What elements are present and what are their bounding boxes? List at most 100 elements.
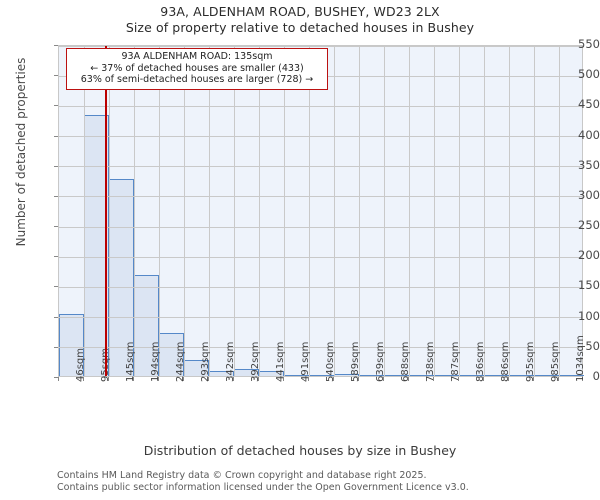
gridline-horizontal [59,317,582,319]
y-axis-tick-mark [54,256,58,258]
y-axis-tick-mark [54,286,58,288]
gridline-vertical [384,46,385,376]
gridline-horizontal [59,286,582,288]
gridline-vertical [259,46,260,376]
x-axis-tick-mark [233,377,234,381]
gridline-vertical [334,46,335,376]
x-axis-tick-mark [83,377,84,381]
x-axis-tick-mark [483,377,484,381]
y-axis-tick-mark [54,377,58,378]
y-axis-tick-label: 0 [592,369,600,383]
gridline-vertical [459,46,460,376]
x-axis-tick-mark [508,377,509,381]
x-axis-tick-mark [208,377,209,381]
gridline-vertical [409,46,410,376]
chart-subtitle: Size of property relative to detached ho… [125,20,475,35]
x-axis-tick-label: 1034sqm [574,335,586,382]
y-axis-tick-mark [54,105,58,107]
footer-line-2: Contains public sector information licen… [57,481,469,493]
gridline-vertical [109,46,110,376]
x-axis-tick-mark [258,377,259,381]
footer-line-1: Contains HM Land Registry data © Crown c… [57,470,427,481]
gridline-vertical [84,46,85,376]
annotation-line-2: ← 37% of detached houses are smaller (43… [90,62,304,74]
x-axis-tick-label: 639sqm [374,341,386,382]
x-axis-tick-mark [158,377,159,381]
y-axis-tick-mark [54,226,58,228]
gridline-vertical [184,46,185,376]
gridline-vertical [509,46,510,376]
x-axis-tick-label: 491sqm [299,341,311,382]
y-axis-tick-mark [54,45,58,46]
x-axis-tick-mark [533,377,534,381]
x-axis-tick-label: 293sqm [199,341,211,382]
y-axis-tick-mark [54,135,58,137]
y-axis-tick-mark [54,165,58,167]
y-axis-tick-label: 250 [578,218,600,233]
y-axis-tick-mark [54,346,58,348]
gridline-vertical [434,46,435,376]
x-axis-tick-mark [108,377,109,381]
annotation-line-3: 63% of semi-detached houses are larger (… [80,74,314,85]
x-axis-tick-mark [358,377,359,381]
x-axis-label: Distribution of detached houses by size … [143,443,457,458]
y-axis-tick-label: 550 [578,37,600,51]
gridline-horizontal [59,226,582,228]
x-axis-tick-mark [183,377,184,381]
gridline-vertical [359,46,360,376]
annotation-line-1: 93A ALDENHAM ROAD: 135sqm [121,51,273,62]
plot-area [58,45,584,377]
y-axis-tick-label: 350 [578,157,600,172]
y-axis-tick-mark [54,75,58,77]
x-axis-tick-label: 540sqm [324,341,336,382]
y-axis-tick-label: 100 [578,308,600,323]
x-axis-tick-label: 935sqm [524,341,536,382]
property-marker-line [104,46,107,376]
x-axis-tick-label: 589sqm [349,341,361,382]
gridline-vertical [234,46,235,376]
bar [59,313,84,376]
x-axis-tick-mark [383,377,384,381]
gridline-horizontal [59,196,582,198]
property-annotation-box: 93A ALDENHAM ROAD: 135sqm ← 37% of detac… [66,48,328,90]
x-axis-tick-label: 441sqm [274,341,286,382]
gridline-vertical [534,46,535,376]
gridline-vertical [159,46,160,376]
x-axis-tick-label: 145sqm [124,341,136,382]
y-axis-tick-label: 150 [578,278,600,293]
y-axis-label: Number of detached properties [14,57,28,247]
gridline-vertical [309,46,310,376]
y-axis-tick-label: 50 [585,338,600,353]
gridline-vertical [284,46,285,376]
x-axis-tick-mark [333,377,334,381]
bar [134,275,159,376]
gridline-vertical [559,46,560,376]
x-axis-tick-mark [58,377,59,381]
gridline-vertical [134,46,135,376]
gridline-horizontal [59,136,582,138]
y-axis-tick-label: 200 [578,248,600,263]
gridline-horizontal [59,166,582,168]
x-axis-tick-mark [433,377,434,381]
x-axis-tick-mark [283,377,284,381]
x-axis-tick-label: 342sqm [224,341,236,382]
x-axis-tick-label: 244sqm [174,341,186,382]
bar [84,115,109,376]
x-axis-tick-label: 886sqm [499,341,511,382]
bar [159,333,184,376]
attribution-footer: Contains HM Land Registry data © Crown c… [57,470,597,493]
x-axis-tick-label: 688sqm [399,341,411,382]
y-axis-tick-label: 450 [578,97,600,112]
x-axis-tick-label: 787sqm [449,341,461,382]
y-axis: Number of detached properties [0,0,54,500]
gridline-horizontal [59,105,582,107]
gridline-vertical [484,46,485,376]
y-axis-tick-label: 300 [578,187,600,202]
x-axis-tick-mark [408,377,409,381]
y-axis-tick-label: 500 [578,67,600,82]
x-axis-tick-label: 392sqm [249,341,261,382]
y-axis-tick-label: 400 [578,127,600,142]
gridline-horizontal [59,45,582,47]
x-axis-tick-label: 985sqm [549,341,561,382]
